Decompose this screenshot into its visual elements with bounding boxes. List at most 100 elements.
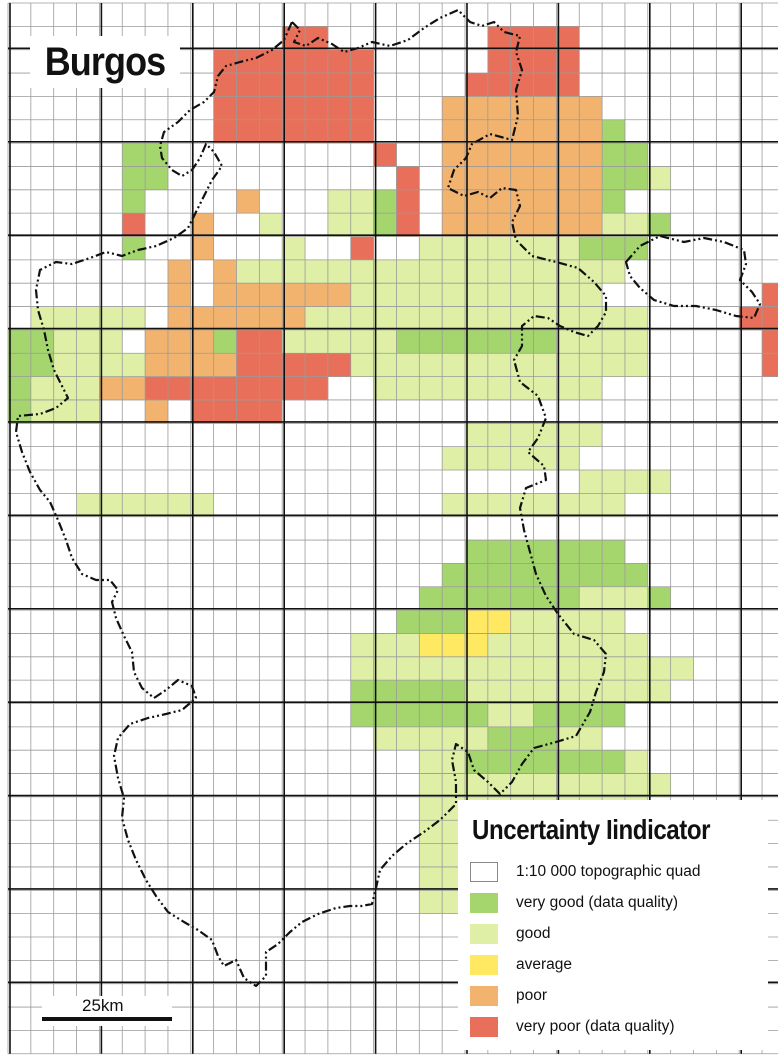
quality-cell-good — [647, 680, 671, 704]
quality-cell-very-poor — [259, 353, 283, 377]
quality-cell-poor — [213, 259, 237, 284]
quality-cell-very-good — [373, 703, 397, 728]
quality-cell-good — [533, 610, 557, 634]
quality-cell-very-poor — [533, 49, 557, 74]
quality-cell-good — [236, 259, 260, 284]
quality-cell-good — [510, 493, 534, 517]
quality-cell-poor — [533, 119, 557, 144]
quality-cell-very-good — [442, 329, 466, 354]
quality-cell-good — [533, 283, 557, 307]
quality-cell-poor — [533, 213, 557, 237]
quality-cell-very-poor — [236, 119, 260, 144]
quality-cell-good — [76, 353, 100, 377]
quality-cell-good — [122, 353, 146, 377]
quality-cell-good — [556, 236, 580, 261]
quality-cell-good — [487, 353, 511, 377]
quality-cell-very-good — [624, 166, 649, 191]
quality-cell-very-poor — [213, 399, 237, 424]
title-box: Burgos — [30, 36, 180, 88]
quality-cell-good — [647, 773, 671, 798]
quality-cell-good — [396, 656, 420, 681]
quality-cell-very-good — [122, 189, 146, 214]
quality-cell-very-poor — [259, 376, 283, 401]
quality-cell-very-good — [145, 143, 169, 167]
quality-cell-very-good — [442, 610, 466, 634]
quality-cell-poor — [259, 306, 283, 331]
quality-cell-good — [327, 213, 352, 237]
quality-cell-very-good — [533, 586, 557, 611]
quality-cell-good — [624, 656, 649, 681]
quality-cell-good — [579, 680, 603, 704]
quality-cell-good — [556, 423, 580, 447]
quality-cell-very-poor — [236, 49, 260, 74]
quality-cell-poor — [465, 213, 489, 237]
quality-cell-good — [350, 213, 374, 237]
quality-cell-good — [533, 680, 557, 704]
quality-cell-good — [487, 680, 511, 704]
quality-cell-good — [556, 353, 580, 377]
quality-cell-very-good — [487, 586, 511, 611]
quality-cell-average — [487, 610, 511, 634]
quality-cell-good — [396, 306, 420, 331]
quality-cell-poor — [167, 283, 192, 307]
quality-cell-good — [419, 236, 443, 261]
quality-cell-good — [442, 376, 466, 401]
quality-cell-very-poor — [282, 376, 306, 401]
quality-cell-good — [602, 329, 626, 354]
quality-cell-very-good — [533, 540, 557, 564]
quality-cell-very-poor — [305, 353, 329, 377]
quality-cell-good — [465, 236, 489, 261]
quality-cell-poor — [465, 96, 489, 121]
quality-cell-good — [145, 493, 169, 517]
quality-cell-poor — [442, 143, 466, 167]
quality-cell-good — [579, 656, 603, 681]
quality-cell-good — [350, 656, 374, 681]
quality-cell-good — [624, 680, 649, 704]
legend-label: very good (data quality) — [516, 893, 678, 911]
quality-cell-very-poor — [236, 329, 260, 354]
quality-cell-good — [579, 610, 603, 634]
quality-cell-good — [396, 353, 420, 377]
quality-cell-good — [602, 633, 626, 658]
quality-cell-good — [442, 726, 466, 751]
quality-cell-good — [373, 306, 397, 331]
quality-cell-poor — [122, 376, 146, 401]
quality-cell-very-poor — [396, 189, 420, 214]
quality-cell-very-good — [8, 353, 32, 377]
quality-cell-very-good — [510, 586, 534, 611]
quality-cell-good — [487, 703, 511, 728]
quality-cell-good — [99, 306, 123, 331]
quality-cell-good — [602, 493, 626, 517]
quality-cell-good — [624, 353, 649, 377]
quality-cell-very-good — [145, 166, 169, 191]
quality-cell-very-good — [396, 703, 420, 728]
quality-cell-very-good — [602, 189, 626, 214]
quality-cell-very-good — [602, 119, 626, 144]
quality-cell-very-good — [396, 610, 420, 634]
quality-cell-good — [465, 423, 489, 447]
quality-cell-good — [419, 376, 443, 401]
quality-cell-very-poor — [213, 96, 237, 121]
quality-cell-very-poor — [487, 26, 511, 50]
quality-cell-good — [579, 773, 603, 798]
quality-cell-poor — [556, 143, 580, 167]
quality-cell-good — [419, 890, 443, 914]
quality-cell-good — [510, 680, 534, 704]
quality-cell-very-good — [487, 329, 511, 354]
quality-cell-very-poor — [259, 73, 283, 97]
quality-cell-good — [442, 446, 466, 471]
quality-cell-good — [487, 633, 511, 658]
quality-cell-very-good — [602, 540, 626, 564]
quality-cell-good — [76, 493, 100, 517]
quality-cell-good — [327, 306, 352, 331]
quality-cell-good — [487, 446, 511, 471]
quality-cell-poor — [442, 166, 466, 191]
quality-cell-poor — [190, 306, 214, 331]
quality-cell-poor — [442, 213, 466, 237]
quality-cell-very-poor — [510, 73, 534, 97]
province-outline-layer — [14, 8, 762, 988]
scale-bar-line — [42, 1017, 172, 1021]
quality-cell-good — [442, 283, 466, 307]
quality-cell-poor — [236, 306, 260, 331]
